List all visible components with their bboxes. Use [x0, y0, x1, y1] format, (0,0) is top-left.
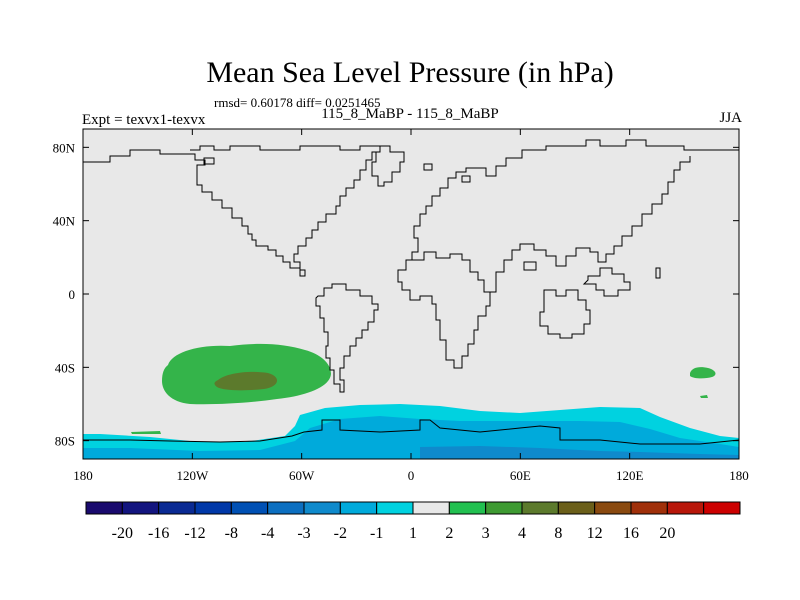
- colorbar-swatch: [267, 501, 305, 515]
- colorbar-swatch: [666, 501, 705, 515]
- x-tick-label: 180: [729, 468, 749, 483]
- colorbar-swatch: [121, 501, 160, 515]
- colorbar-swatch: [158, 501, 196, 515]
- negative-anomaly-band-3: [420, 446, 739, 459]
- colorbar-swatch: [630, 501, 668, 515]
- colorbar-swatch: [339, 501, 378, 515]
- coastline-eurasia-africa: [411, 139, 739, 260]
- colorbar-swatch: [485, 501, 523, 515]
- colorbar-label: -12: [184, 525, 205, 542]
- x-tick-label: 60E: [510, 468, 531, 483]
- colorbar-label: -2: [334, 525, 347, 542]
- positive-anomaly-speck: [700, 395, 708, 398]
- colorbar-swatch: [194, 501, 232, 515]
- chart-title: Mean Sea Level Pressure (in hPa): [206, 56, 614, 89]
- y-tick-label: 40S: [55, 360, 75, 375]
- colorbar-label: -4: [261, 525, 274, 542]
- positive-anomaly-core: [214, 371, 278, 391]
- colorbar-label: 2: [445, 525, 453, 542]
- positive-anomaly-tasman: [690, 367, 716, 379]
- colorbar-swatch: [521, 501, 559, 515]
- y-tick-label: 80N: [53, 140, 76, 155]
- experiment-label: Expt = texvx1-texvx: [82, 112, 206, 128]
- negative-anomaly-band-2: [83, 416, 739, 459]
- colorbar-swatch: [703, 501, 741, 515]
- colorbar-label: -20: [112, 525, 133, 542]
- colorbar-swatch: [376, 501, 414, 515]
- colorbar-swatch: [230, 501, 269, 515]
- colorbar-swatch: [594, 501, 632, 515]
- coastline-asia-south: [490, 156, 691, 293]
- colorbar-label: 4: [518, 525, 526, 542]
- coastline-antarctica: [83, 419, 739, 445]
- colorbar-swatch: [448, 501, 487, 515]
- x-tick-label: 0: [408, 468, 415, 483]
- coastline-north-america: [83, 145, 381, 277]
- colorbar-swatch: [85, 501, 123, 515]
- experiment-subtitle: 115_8_MaBP - 115_8_MaBP: [321, 106, 499, 122]
- colorbar-label: 3: [482, 525, 490, 542]
- coastline-indonesia: [582, 267, 631, 297]
- colorbar-label: 12: [587, 525, 603, 542]
- coastline-australia: [539, 289, 591, 339]
- coastline-south-america: [315, 283, 379, 393]
- y-tick-label: 40N: [53, 214, 76, 229]
- colorbar-swatch: [557, 501, 596, 515]
- colorbar-label: -16: [148, 525, 169, 542]
- colorbar-label: 1: [409, 525, 417, 542]
- colorbar-label: 8: [554, 525, 562, 542]
- colorbar-label: -8: [225, 525, 238, 542]
- y-tick-label: 80S: [55, 434, 75, 449]
- colorbar-swatch: [412, 501, 450, 515]
- x-tick-label: 120W: [176, 468, 209, 483]
- season-label: JJA: [719, 110, 742, 126]
- coastline-africa: [397, 251, 491, 369]
- x-tick-label: 60W: [289, 468, 315, 483]
- x-tick-label: 180: [73, 468, 93, 483]
- x-tick-label: 120E: [616, 468, 644, 483]
- y-tick-label: 0: [69, 287, 76, 302]
- coastline-arctic-islands: [203, 157, 661, 279]
- coastline-greenland: [371, 145, 405, 187]
- positive-anomaly-speck: [131, 431, 161, 434]
- colorbar-label: -3: [297, 525, 310, 542]
- stats-line: rmsd= 0.60178 diff= 0.0251465: [214, 95, 381, 110]
- colorbar-label: 16: [623, 525, 639, 542]
- colorbar-label: 20: [659, 525, 675, 542]
- colorbar-label: -1: [370, 525, 383, 542]
- colorbar-swatch: [303, 501, 341, 515]
